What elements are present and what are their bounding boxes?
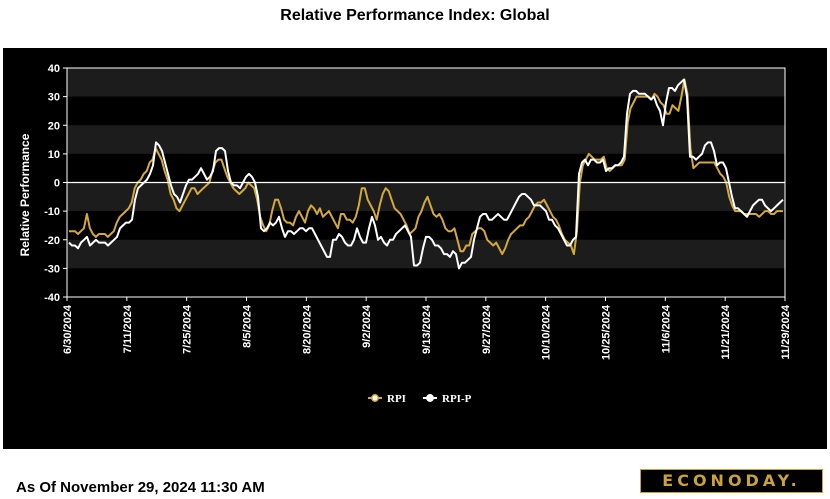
legend-label: RPI-P [442, 393, 472, 405]
x-tick-label: 8/20/2024 [301, 304, 313, 354]
x-tick-label: 9/2/2024 [361, 304, 373, 348]
x-tick-label: 9/13/2024 [421, 304, 433, 354]
series-line-rpi [69, 78, 783, 256]
econoday-logo: ECONODAY. [640, 469, 823, 493]
y-tick-label: -20 [44, 235, 60, 247]
plot-band [67, 125, 785, 154]
legend-label: RPI [387, 393, 406, 405]
series-line-rpi-p [68, 78, 784, 270]
chart-panel: 40 30 20 10 0 -10 -20 -30 -40 6/30/2024 7/11/2024… [3, 48, 827, 493]
y-tick-label: 40 [48, 63, 60, 75]
y-tick-label: 20 [48, 120, 60, 132]
y-tick-label: 10 [48, 149, 60, 161]
plot-band [67, 211, 785, 240]
x-tick-label: 9/27/2024 [481, 304, 493, 354]
legend: RPI RPI-P [368, 393, 472, 405]
series-lines [68, 78, 784, 270]
y-tick-label: -30 [44, 263, 60, 275]
y-axis-label: Relative Performance [18, 133, 32, 256]
x-tick-label: 11/6/2024 [660, 304, 672, 353]
x-tick-label: 11/21/2024 [720, 304, 732, 359]
x-tick-label: 6/30/2024 [62, 304, 74, 354]
x-tick-label: 7/25/2024 [182, 304, 194, 354]
x-tick-label: 7/11/2024 [122, 304, 134, 353]
chart-title: Relative Performance Index: Global [280, 7, 550, 24]
y-tick-label: -10 [44, 206, 60, 218]
y-tick-labels: 40 30 20 10 0 -10 -20 -30 -40 [44, 63, 67, 304]
plot-band [67, 153, 785, 183]
x-tick-label: 10/25/2024 [601, 304, 613, 360]
y-tick-label: 30 [48, 92, 60, 104]
plot-band [67, 239, 785, 269]
x-tick-label: 8/5/2024 [242, 304, 254, 348]
plot-band [67, 182, 785, 212]
y-tick-label: 0 [54, 178, 60, 190]
x-tick-labels: 6/30/2024 7/11/2024 7/25/2024 8/5/2024 8/20/… [62, 297, 792, 360]
x-tick-label: 10/10/2024 [541, 304, 553, 360]
plot-band [67, 68, 785, 97]
x-tick-label: 11/29/2024 [780, 304, 792, 359]
as-of-timestamp: As Of November 29, 2024 11:30 AM [16, 479, 265, 496]
legend-marker [371, 394, 379, 402]
plot-band [67, 268, 785, 297]
legend-marker [426, 394, 434, 402]
y-tick-label: -40 [44, 292, 60, 304]
line-chart: 40 30 20 10 0 -10 -20 -30 -40 6/30/2024 7/11/2024… [18, 63, 792, 405]
